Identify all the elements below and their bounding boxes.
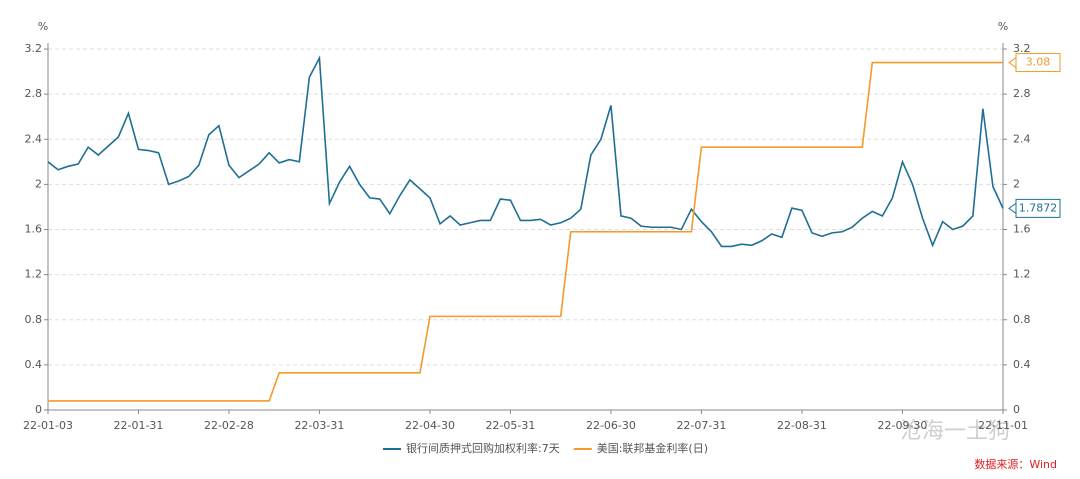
y-tick-label: 2	[35, 177, 42, 190]
y2-axis-unit: %	[998, 20, 1008, 33]
y-tick-label: 0.8	[25, 313, 43, 326]
y-tick-label: 3.2	[25, 42, 43, 55]
end-label: 3.08	[1026, 56, 1051, 69]
y-axis-unit: %	[38, 20, 48, 33]
end-label: 1.7872	[1019, 201, 1058, 214]
end-label-pointer	[1008, 202, 1017, 215]
y-tick-label: 2.4	[25, 132, 43, 145]
legend-label: 美国:联邦基金利率(日)	[597, 441, 708, 455]
x-tick-label: 22-07-31	[676, 419, 726, 432]
data-line	[48, 61, 1003, 402]
y-tick-label: 0.4	[25, 358, 43, 371]
y2-tick-label: 0.8	[1013, 313, 1031, 326]
y-tick-label: 2.8	[25, 87, 43, 100]
x-tick-label: 22-05-31	[485, 419, 535, 432]
x-tick-label: 22-11-01	[978, 419, 1028, 432]
x-tick-label: 22-04-30	[405, 419, 455, 432]
legend-label: 银行间质押式回购加权利率:7天	[406, 441, 560, 455]
x-tick-label: 22-01-03	[23, 419, 73, 432]
watermark: 沧海一土狗	[900, 419, 1010, 444]
x-tick-label: 22-02-28	[204, 419, 254, 432]
y2-tick-label: 2.8	[1013, 87, 1031, 100]
y2-tick-label: 2.4	[1013, 132, 1031, 145]
y2-tick-label: 0	[1013, 403, 1020, 416]
x-tick-label: 22-03-31	[294, 419, 344, 432]
y2-tick-label: 2	[1013, 177, 1020, 190]
y-tick-label: 1.2	[25, 268, 43, 281]
y2-tick-label: 0.4	[1013, 358, 1031, 371]
x-tick-label: 22-06-30	[586, 419, 636, 432]
x-tick-label: 22-08-31	[777, 419, 827, 432]
y2-tick-label: 1.6	[1013, 223, 1031, 236]
y2-tick-label: 1.2	[1013, 268, 1031, 281]
y2-tick-label: 3.2	[1013, 42, 1031, 55]
data-line	[47, 55, 1004, 248]
x-tick-label: 22-09-30	[878, 419, 928, 432]
y-tick-label: 1.6	[25, 223, 43, 236]
x-tick-label: 22-01-31	[114, 419, 164, 432]
source-note: 数据来源：Wind	[974, 457, 1057, 471]
end-label-pointer	[1008, 56, 1017, 69]
y-tick-label: 0	[35, 403, 42, 416]
